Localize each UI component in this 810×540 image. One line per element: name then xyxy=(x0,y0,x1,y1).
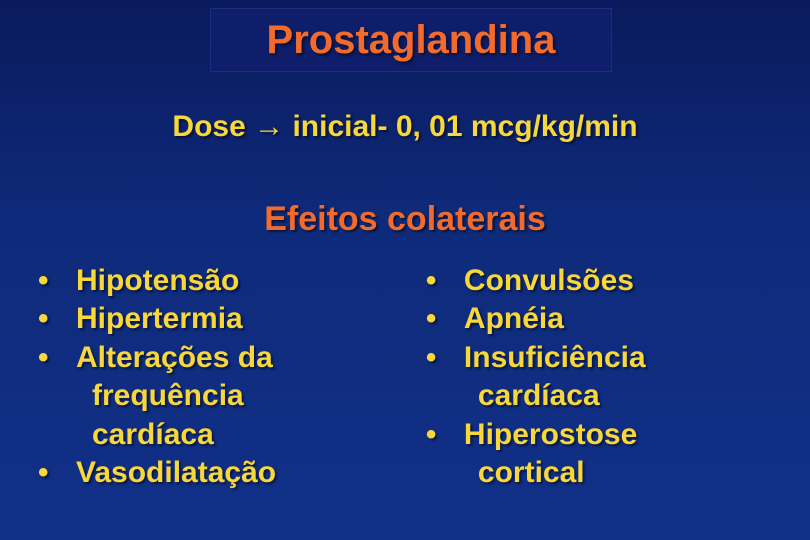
list-item: Hipertermia xyxy=(32,300,390,338)
list-item: Convulsões xyxy=(420,262,778,300)
dose-prefix: Dose xyxy=(172,110,254,143)
list-item: Alterações da xyxy=(32,339,390,377)
list-item: Apnéia xyxy=(420,300,778,338)
list-item: frequência xyxy=(32,377,390,415)
columns: HipotensãoHipertermiaAlterações dafrequê… xyxy=(32,262,778,492)
list-item: cortical xyxy=(420,454,778,492)
list-item: cardíaca xyxy=(420,377,778,415)
slide-title: Prostaglandina xyxy=(267,18,556,63)
section-heading: Efeitos colaterais xyxy=(0,200,810,239)
list-item: Vasodilatação xyxy=(32,454,390,492)
arrow-icon: → xyxy=(254,110,284,143)
right-column: ConvulsõesApnéiaInsuficiênciacardíacaHip… xyxy=(420,262,778,492)
slide: Prostaglandina Dose → inicial- 0, 01 mcg… xyxy=(0,0,810,540)
dose-line: Dose → inicial- 0, 01 mcg/kg/min xyxy=(0,110,810,144)
list-item: Hipotensão xyxy=(32,262,390,300)
dose-suffix: inicial- 0, 01 mcg/kg/min xyxy=(284,110,637,143)
list-item: Hiperostose xyxy=(420,416,778,454)
left-list: HipotensãoHipertermiaAlterações dafrequê… xyxy=(32,262,390,492)
list-item: cardíaca xyxy=(32,416,390,454)
list-item: Insuficiência xyxy=(420,339,778,377)
right-list: ConvulsõesApnéiaInsuficiênciacardíacaHip… xyxy=(420,262,778,492)
left-column: HipotensãoHipertermiaAlterações dafrequê… xyxy=(32,262,390,492)
title-box: Prostaglandina xyxy=(210,8,612,72)
